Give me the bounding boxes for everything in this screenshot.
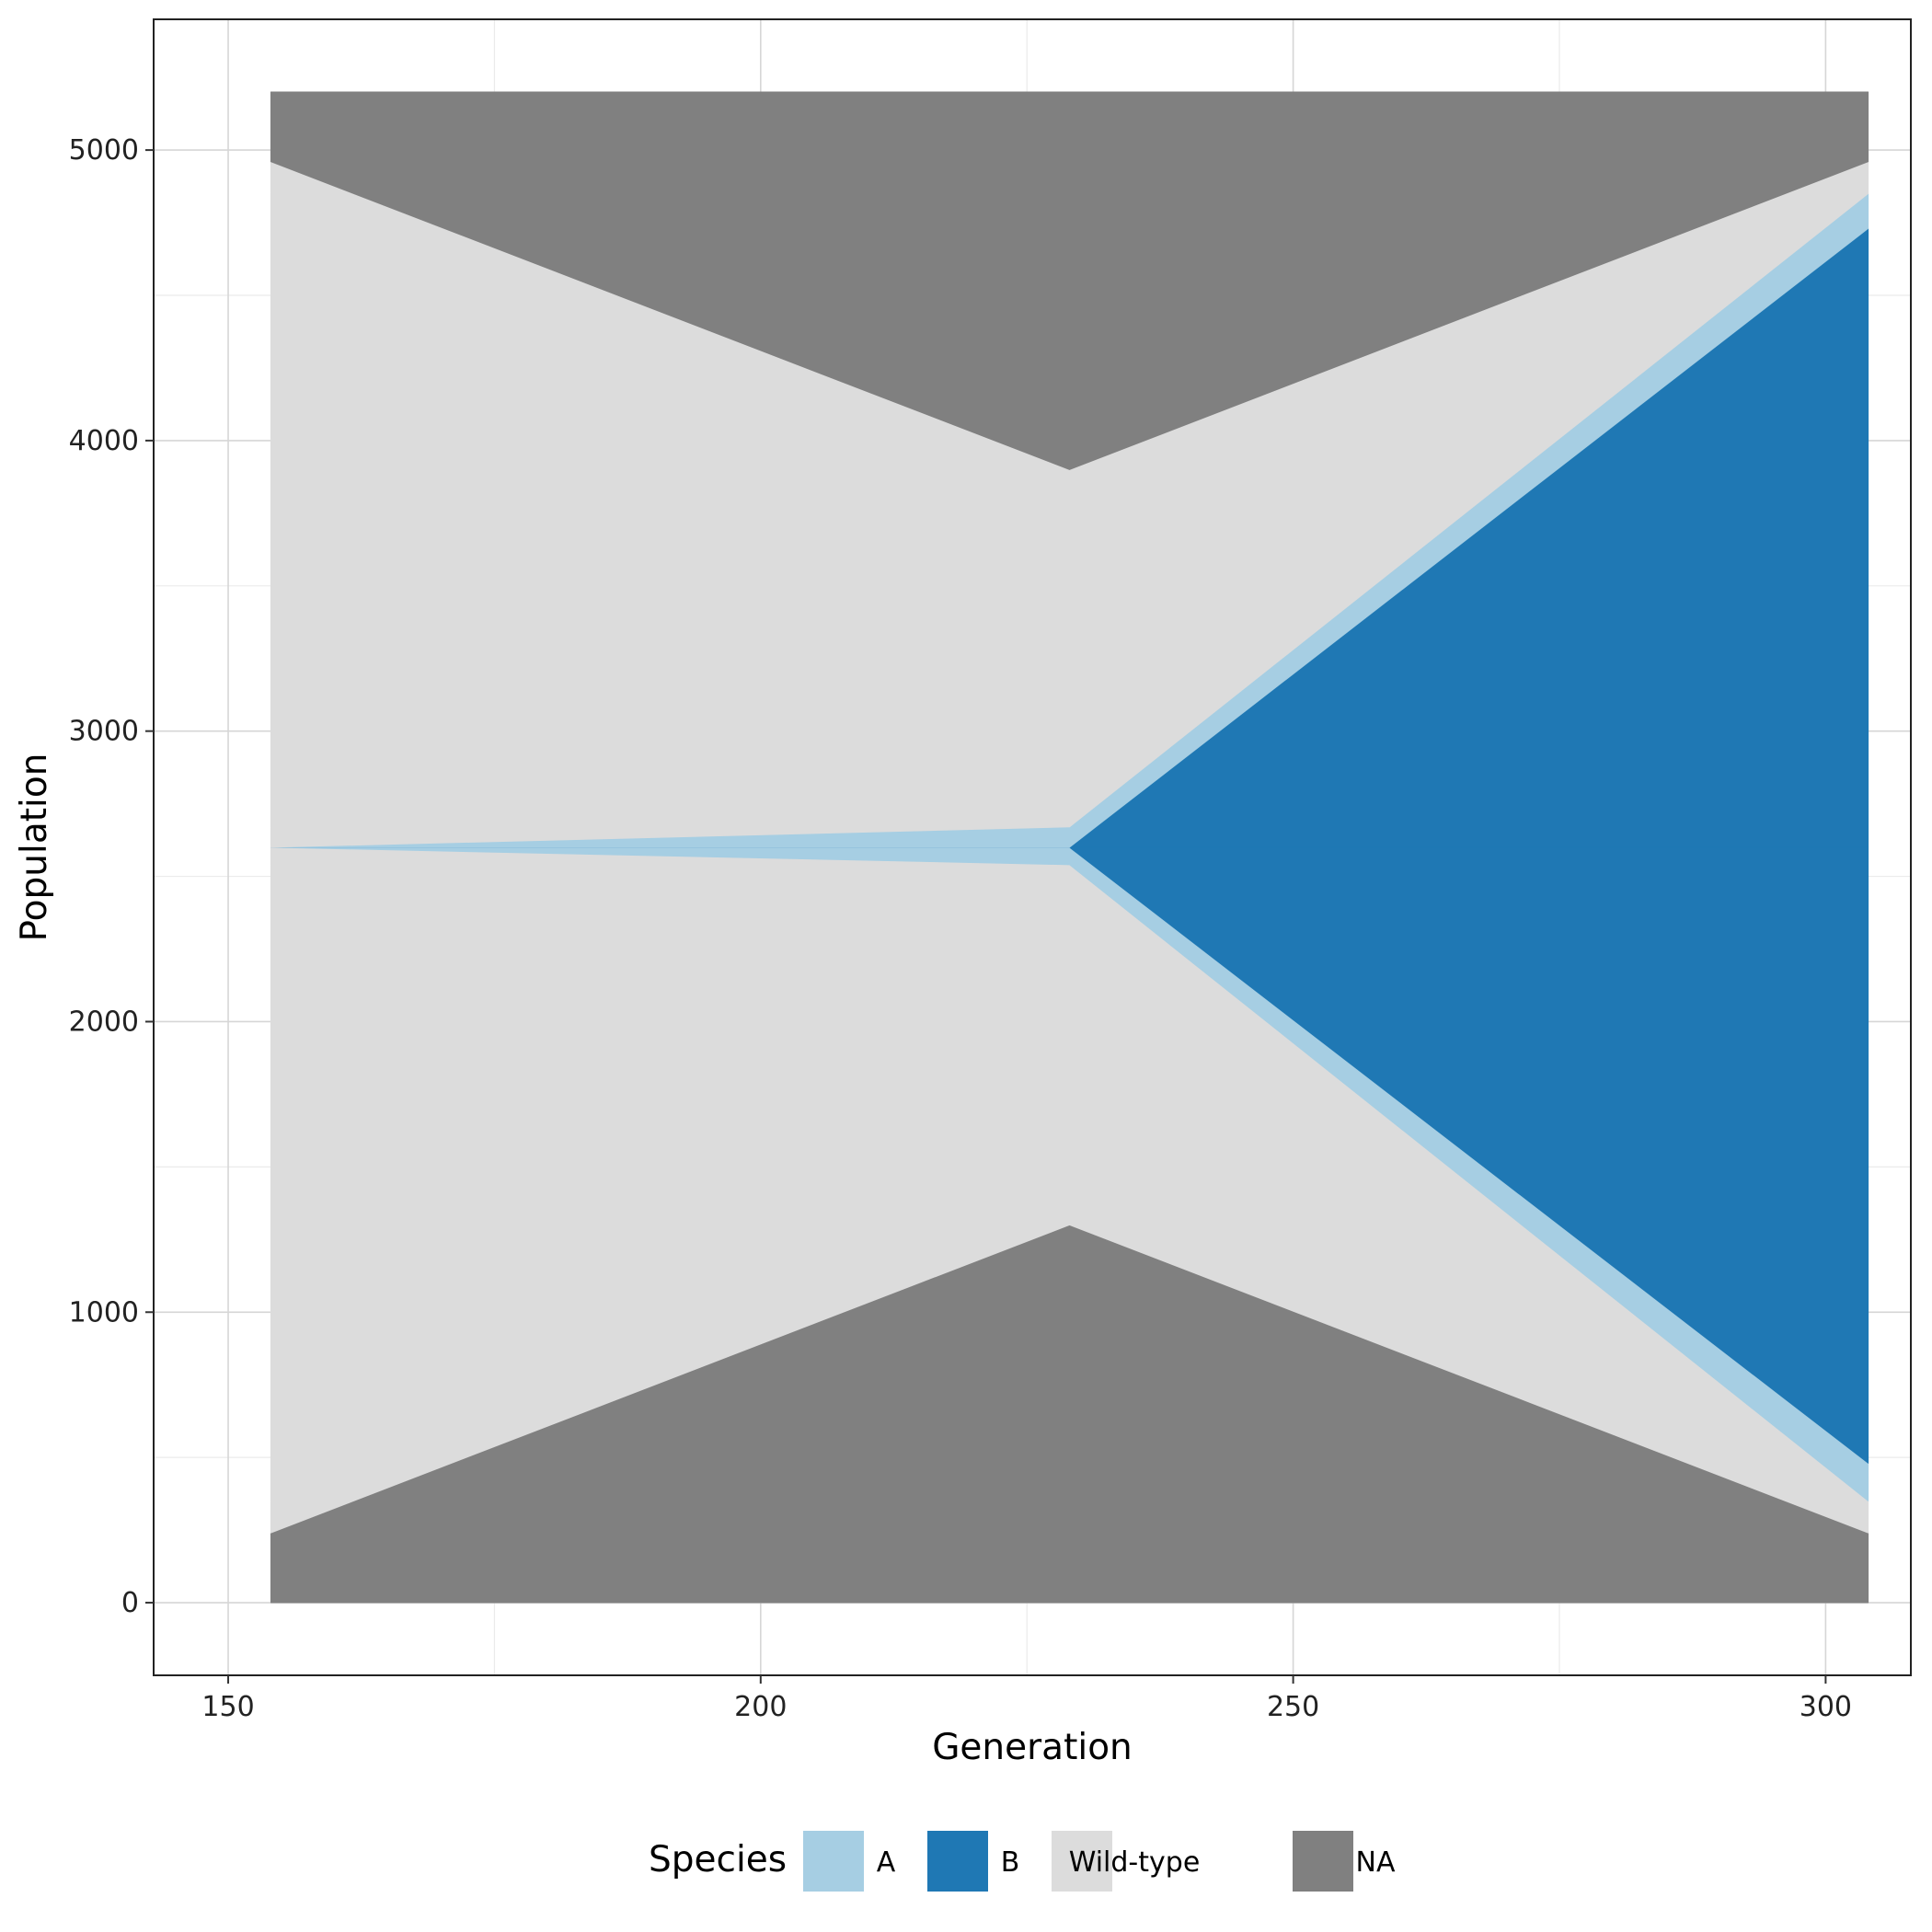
x-tick-label: 200 [734,1691,787,1723]
legend-key-na [1293,1831,1353,1892]
legend-label-na: NA [1356,1846,1396,1879]
plot-border [153,18,1912,1676]
y-tick-label: 1000 [69,1296,139,1328]
y-tick-label: 4000 [69,425,139,457]
x-tick-label: 250 [1267,1691,1319,1723]
y-tick-label: 5000 [69,134,139,167]
y-axis-ticks: 0 1000 2000 3000 4000 5000 [69,134,154,1619]
x-axis-title: Generation [932,1727,1133,1768]
area-band-na [270,91,1869,470]
legend-title: Species [649,1839,787,1880]
x-axis-ticks: 150 200 250 300 [201,1675,1852,1723]
y-axis-title: Population [14,753,55,942]
y-tick-label: 3000 [69,716,139,748]
legend-key-wild-type [1052,1831,1112,1892]
legend-label-a: A [877,1846,896,1879]
legend-label-wild-type: Wild-type [1069,1846,1201,1879]
x-tick-label: 150 [201,1691,254,1723]
area-bands [270,91,1869,1604]
legend-key-a [803,1831,864,1892]
legend-label-b: B [1001,1846,1020,1879]
legend-key-b [927,1831,988,1892]
x-tick-label: 300 [1800,1691,1852,1723]
legend: Species A B Wild-type NA [649,1831,1396,1892]
y-tick-label: 0 [121,1587,139,1619]
y-tick-label: 2000 [69,1006,139,1038]
